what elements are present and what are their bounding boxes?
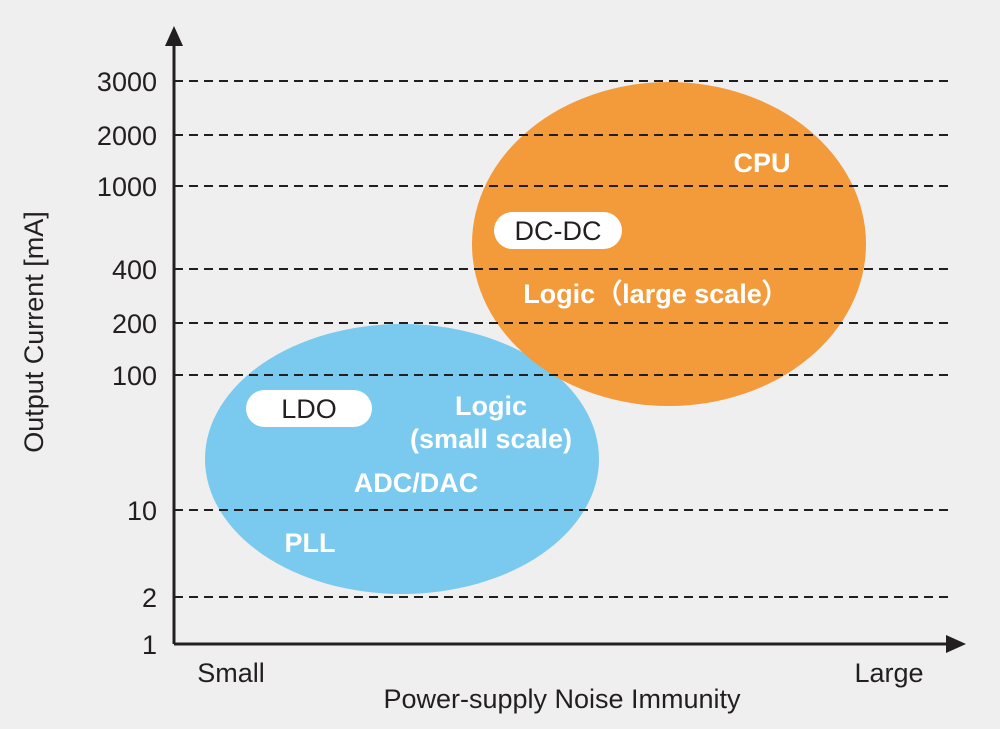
ldo-tag: LDO: [246, 390, 372, 427]
y-tick-label: 400: [112, 255, 157, 285]
dcdc-tag: DC-DC: [494, 212, 622, 249]
y-tick-label: 3000: [97, 67, 157, 97]
y-tick-label: 10: [127, 496, 157, 526]
dcdc-label-cpu: CPU: [733, 148, 790, 178]
y-tick-label: 1000: [97, 172, 157, 202]
gridlines: [174, 80, 952, 598]
y-tick-label: 100: [112, 361, 157, 391]
dcdc-region: [472, 82, 866, 406]
ldo-label-pll: PLL: [285, 528, 336, 558]
x-axis-high-label: Large: [854, 658, 923, 688]
y-tick-labels: 3000 2000 1000 400 200 100 10 2 1: [97, 67, 157, 660]
ldo-label-logic: Logic: [455, 391, 527, 421]
ldo-label-logic-scale: (small scale): [410, 424, 572, 454]
dcdc-label-logic-large: Logic（large scale）: [523, 279, 789, 309]
axes: [165, 26, 966, 653]
y-axis-arrow-icon: [165, 26, 183, 46]
y-tick-label: 2000: [97, 121, 157, 151]
ldo-tag-text: LDO: [281, 394, 337, 424]
dcdc-tag-pill: [494, 212, 622, 249]
y-axis-title: Output Current [mA]: [19, 211, 49, 453]
x-axis-arrow-icon: [946, 635, 966, 653]
dcdc-tag-text: DC-DC: [515, 216, 602, 246]
y-tick-label: 2: [142, 583, 157, 613]
ldo-label-adc-dac: ADC/DAC: [354, 468, 479, 498]
x-axis-low-label: Small: [197, 658, 265, 688]
y-tick-label: 200: [112, 309, 157, 339]
y-tick-label: 1: [142, 630, 157, 660]
ldo-tag-pill: [246, 390, 372, 427]
x-axis-title: Power-supply Noise Immunity: [383, 684, 741, 714]
